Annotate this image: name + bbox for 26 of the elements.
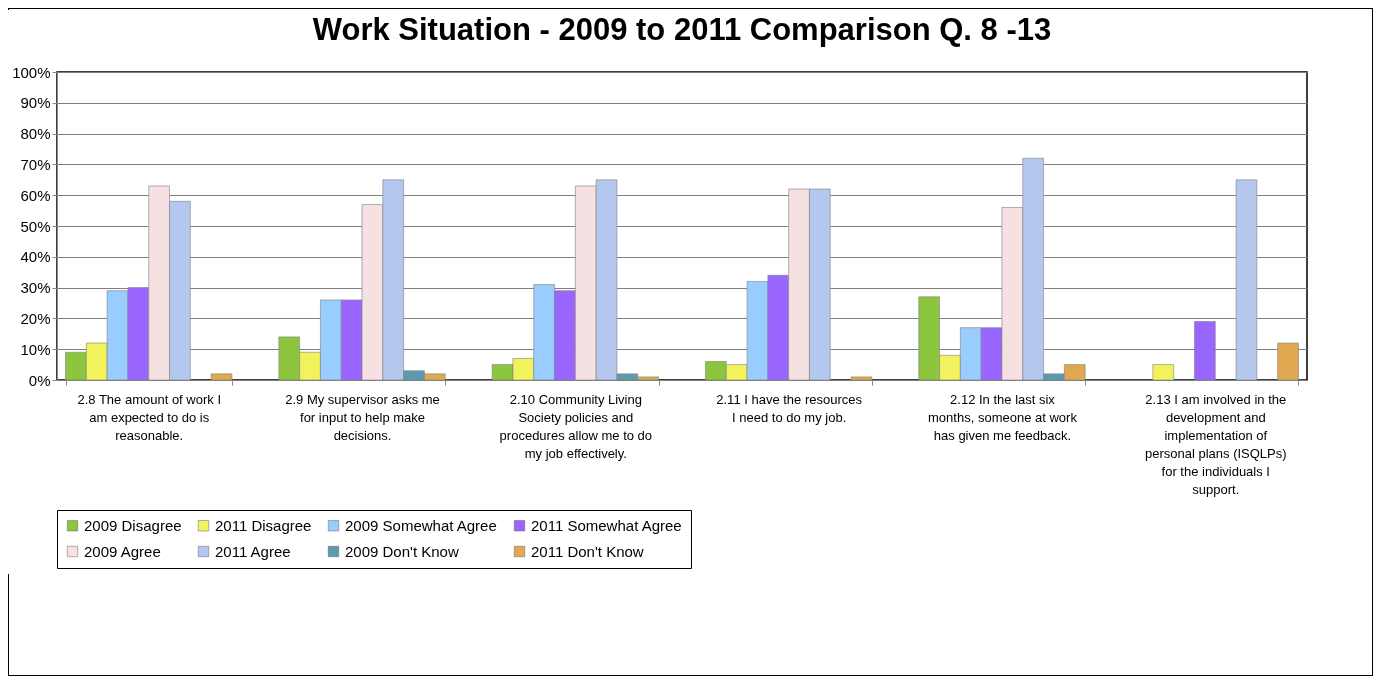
y-tick-label: 50%	[20, 217, 51, 235]
y-tick-label: 60%	[20, 186, 51, 204]
y-tick-label: 10%	[20, 340, 51, 358]
y-tick-label: 0%	[28, 371, 51, 389]
legend-label: 2009 Don't Know	[345, 542, 459, 560]
chart-title: Work Situation - 2009 to 2011 Comparison Q. 8 -13	[312, 12, 1052, 47]
legend-label: 2011 Somewhat Agree	[531, 516, 682, 534]
x-tick-label: 2.10 Community Living Society policies and procedures allow me to do my job effectively.	[499, 391, 653, 461]
x-tick-label: 2.11 I have the resources I need to do my job.	[716, 391, 863, 425]
y-tick-label: 30%	[20, 279, 51, 297]
y-tick-label: 90%	[20, 94, 51, 112]
x-tick-label: 2.13 I am involved in the development and implementation of personal plans (ISQLPs) for the individuals I support.	[1144, 391, 1287, 497]
x-tick-label: 2.8 The amount of work I am expected to do is reasonable.	[77, 391, 221, 443]
legend-label: 2011 Agree	[215, 542, 291, 560]
legend-label: 2009 Disagree	[84, 516, 182, 534]
x-tick-label: 2.12 In the last six months, someone at work has given me feedback.	[928, 391, 1078, 443]
y-tick-label: 70%	[20, 155, 51, 173]
y-tick-label: 80%	[20, 125, 51, 143]
legend-label: 2009 Somewhat Agree	[345, 516, 497, 534]
y-tick-label: 20%	[20, 309, 51, 327]
x-tick-label: 2.9 My supervisor asks me for input to help make decisions.	[285, 391, 440, 443]
y-tick-label: 40%	[20, 248, 51, 266]
legend-label: 2011 Don't Know	[531, 542, 644, 560]
legend-label: 2009 Agree	[84, 542, 161, 560]
y-tick-label: 100%	[12, 63, 51, 81]
legend-label: 2011 Disagree	[215, 516, 312, 534]
